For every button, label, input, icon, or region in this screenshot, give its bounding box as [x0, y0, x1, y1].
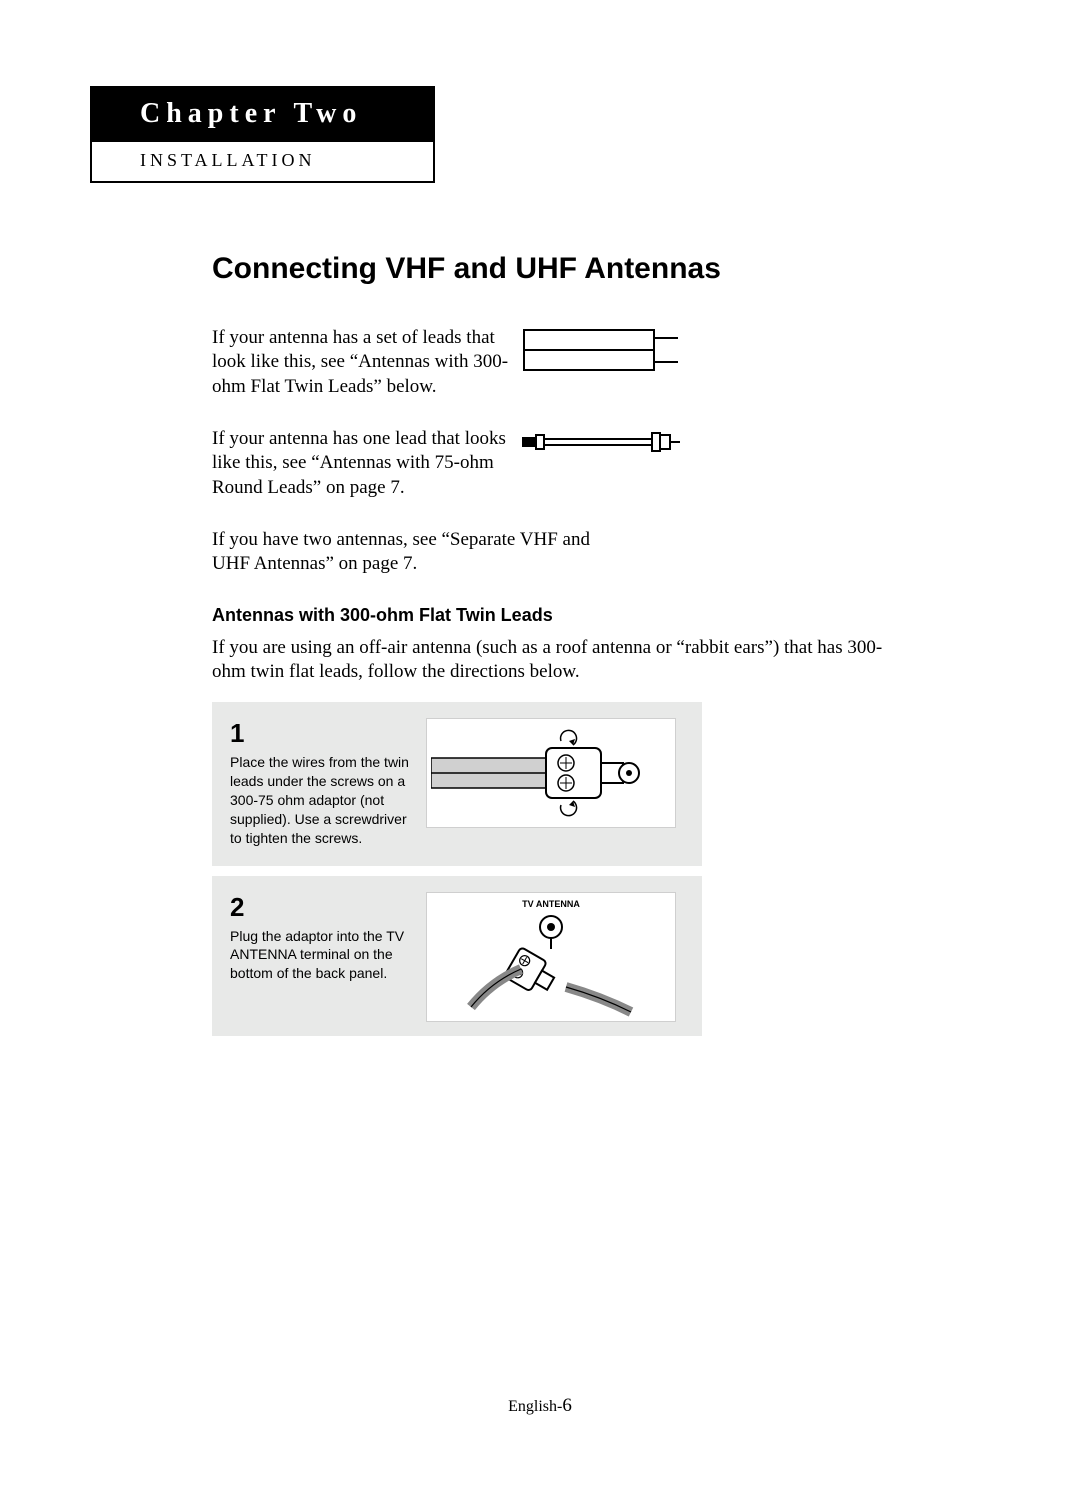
step-1: 1 Place the wires from the twin leads un… — [212, 702, 702, 865]
main-content: Connecting VHF and UHF Antennas If your … — [212, 252, 902, 1046]
intro-text-1: If your antenna has a set of leads that … — [212, 326, 512, 399]
step-1-number: 1 — [230, 718, 410, 749]
tv-antenna-label: TV ANTENNA — [427, 899, 675, 909]
footer-page: 6 — [562, 1395, 572, 1416]
intro-text-3: If you have two antennas, see “Separate … — [212, 528, 612, 577]
subsection-heading: Antennas with 300-ohm Flat Twin Leads — [212, 605, 902, 626]
intro-row-1: If your antenna has a set of leads that … — [212, 326, 902, 399]
step-2-text: Plug the adaptor into the TV ANTENNA ter… — [230, 927, 410, 984]
step-1-figure — [426, 718, 676, 828]
intro-text-2: If your antenna has one lead that looks … — [212, 427, 512, 500]
footer-lang: English- — [508, 1398, 562, 1415]
round-lead-figure — [522, 427, 682, 462]
step-2-textcol: 2 Plug the adaptor into the TV ANTENNA t… — [230, 892, 410, 984]
step-2-figure: TV ANTENNA — [426, 892, 676, 1022]
step-2-number: 2 — [230, 892, 410, 923]
section-heading: Connecting VHF and UHF Antennas — [212, 252, 902, 286]
intro-row-3: If you have two antennas, see “Separate … — [212, 528, 902, 577]
intro-row-2: If your antenna has one lead that looks … — [212, 427, 902, 500]
chapter-subtitle: INSTALLATION — [92, 142, 433, 181]
chapter-header: Chapter Two INSTALLATION — [90, 86, 435, 183]
subsection-body: If you are using an off-air antenna (suc… — [212, 636, 902, 685]
step-2: 2 Plug the adaptor into the TV ANTENNA t… — [212, 876, 702, 1036]
page-footer: English-6 — [0, 1395, 1080, 1417]
step-1-text: Place the wires from the twin leads unde… — [230, 753, 410, 847]
chapter-title: Chapter Two — [92, 88, 433, 142]
step-1-textcol: 1 Place the wires from the twin leads un… — [230, 718, 410, 847]
twin-lead-figure — [522, 326, 682, 379]
